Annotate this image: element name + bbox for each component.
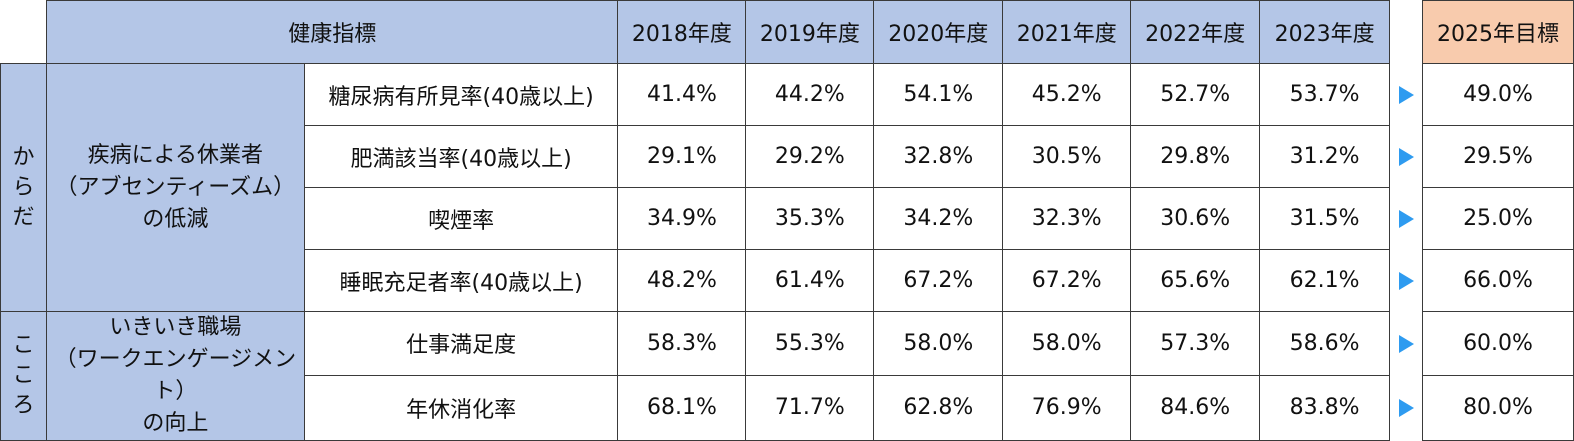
triangle-right-icon <box>1398 272 1414 290</box>
target-cell: 60.0% <box>1422 311 1574 376</box>
table-row: こころ いきいき職場 （ワークエンゲージメント） の向上 仕事満足度 58.3% 5… <box>0 311 1574 441</box>
value-cell: 84.6% <box>1130 374 1261 441</box>
value-cell: 58.0% <box>873 311 1004 376</box>
value-cell: 68.1% <box>617 374 747 441</box>
year-header: 2022年度 <box>1130 0 1261 64</box>
year-header: 2021年度 <box>1002 0 1132 64</box>
target-cell: 25.0% <box>1422 187 1574 250</box>
value-cell: 62.1% <box>1259 249 1391 312</box>
arrow-gap-header <box>1390 1 1423 64</box>
arrow-cell <box>1389 375 1424 441</box>
triangle-right-icon <box>1398 399 1414 418</box>
value-cell: 31.5% <box>1259 187 1391 250</box>
value-cell: 32.8% <box>873 125 1004 188</box>
value-cell: 29.1% <box>617 125 747 188</box>
target-cell: 29.5% <box>1422 125 1574 188</box>
arrow-cell <box>1389 63 1424 126</box>
indicator-label: 肥満該当率(40歳以上) <box>303 125 619 188</box>
value-cell: 53.7% <box>1259 63 1391 126</box>
value-cell: 83.8% <box>1259 374 1391 441</box>
value-cell: 54.1% <box>873 63 1004 126</box>
value-cell: 31.2% <box>1259 125 1391 188</box>
table-row: 睡眠充足者率(40歳以上) 48.2% 61.4% 67.2% 67.2% 65… <box>1 249 1574 312</box>
value-cell: 67.2% <box>873 249 1004 312</box>
table-row: 年休消化率 68.1% 71.7% 62.8% 76.9% 84.6% 83.8… <box>1 374 1574 441</box>
arrow-cell <box>1389 187 1424 250</box>
indicator-label: 年休消化率 <box>303 374 619 441</box>
value-cell: 76.9% <box>1002 374 1132 441</box>
value-cell: 35.3% <box>745 187 875 250</box>
target-cell: 66.0% <box>1422 249 1574 312</box>
value-cell: 29.2% <box>745 125 875 188</box>
value-cell: 58.6% <box>1259 311 1391 376</box>
indicator-label: 糖尿病有所見率(40歳以上) <box>303 63 619 126</box>
triangle-right-icon <box>1398 210 1414 228</box>
value-cell: 58.0% <box>1002 311 1132 376</box>
value-cell: 65.6% <box>1130 249 1261 312</box>
value-cell: 30.5% <box>1002 125 1132 188</box>
value-cell: 30.6% <box>1130 187 1261 250</box>
category-mind: こころ <box>0 311 47 441</box>
year-header: 2023年度 <box>1259 0 1391 64</box>
value-cell: 61.4% <box>745 249 875 312</box>
table-row: 喫煙率 34.9% 35.3% 34.2% 32.3% 30.6% 31.5% … <box>1 187 1574 250</box>
value-cell: 48.2% <box>617 249 747 312</box>
value-cell: 52.7% <box>1130 63 1261 126</box>
arrow-cell <box>1389 249 1424 312</box>
arrow-cell <box>1389 311 1424 376</box>
value-cell: 67.2% <box>1002 249 1132 312</box>
value-cell: 41.4% <box>617 63 747 126</box>
value-cell: 44.2% <box>745 63 875 126</box>
header-row: 健康指標 2018年度 2019年度 2020年度 2021年度 2022年度 … <box>1 0 1574 64</box>
year-header: 2020年度 <box>873 0 1004 64</box>
triangle-right-icon <box>1398 86 1414 104</box>
goal-absenteeism: 疾病による休業者 （アブセンティーズム） の低減 <box>45 63 305 312</box>
arrow-cell <box>1389 125 1424 188</box>
target-cell: 80.0% <box>1422 374 1574 441</box>
value-cell: 45.2% <box>1002 63 1132 126</box>
value-cell: 34.9% <box>617 187 747 250</box>
indicator-header: 健康指標 <box>45 0 619 64</box>
value-cell: 71.7% <box>745 374 875 441</box>
target-header: 2025年目標 <box>1422 0 1574 64</box>
indicator-label: 仕事満足度 <box>303 311 619 376</box>
value-cell: 58.3% <box>617 311 747 376</box>
value-cell: 32.3% <box>1002 187 1132 250</box>
empty-corner <box>1 1 47 64</box>
target-cell: 49.0% <box>1422 63 1574 126</box>
value-cell: 29.8% <box>1130 125 1261 188</box>
value-cell: 57.3% <box>1130 311 1261 376</box>
triangle-right-icon <box>1398 334 1414 353</box>
year-header: 2019年度 <box>745 0 875 64</box>
indicator-label: 睡眠充足者率(40歳以上) <box>303 249 619 312</box>
goal-engagement: いきいき職場 （ワークエンゲージメント） の向上 <box>45 311 305 441</box>
value-cell: 62.8% <box>873 374 1004 441</box>
indicator-label: 喫煙率 <box>303 187 619 250</box>
value-cell: 34.2% <box>873 187 1004 250</box>
triangle-right-icon <box>1398 148 1414 166</box>
table-row: からだ 疾病による休業者 （アブセンティーズム） の低減 糖尿病有所見率(40歳以上… <box>0 63 1574 312</box>
category-body: からだ <box>0 63 47 312</box>
value-cell: 55.3% <box>745 311 875 376</box>
year-header: 2018年度 <box>617 0 747 64</box>
